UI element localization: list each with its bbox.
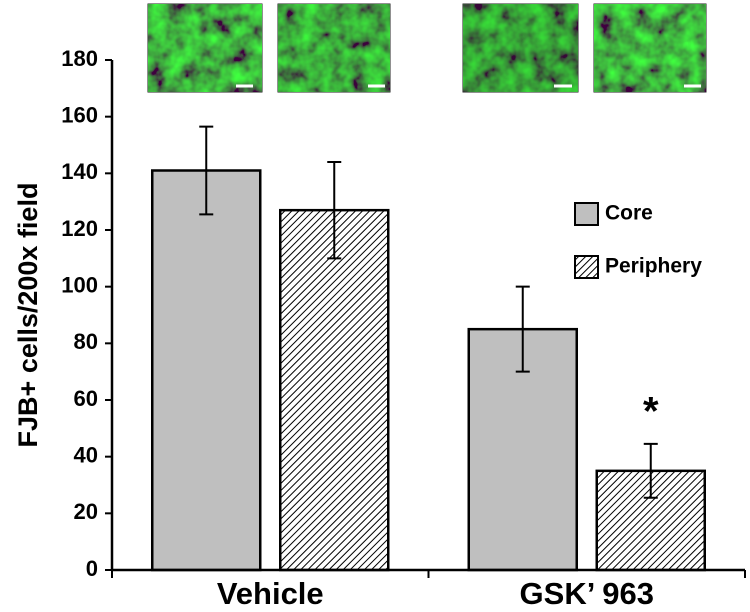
error-bar (515, 285, 530, 373)
y-tick-label: 160 (61, 102, 98, 127)
error-bar (327, 161, 342, 260)
bar (467, 327, 578, 572)
micrograph-texture (594, 4, 706, 92)
micrograph-texture (463, 4, 578, 92)
bar (279, 208, 390, 572)
y-axis-title: FJB+ cells/200x field (13, 183, 43, 448)
error-bar (199, 125, 214, 216)
legend-label: Core (605, 202, 653, 225)
micrographs (147, 3, 707, 93)
significance-marker: * (643, 389, 659, 433)
y-tick-label: 60 (74, 386, 98, 411)
y-tick-label: 0 (86, 556, 98, 581)
micrograph-texture (148, 4, 262, 92)
y-tick-label: 40 (74, 442, 98, 467)
legend-swatch (574, 202, 599, 226)
x-tick-label: Vehicle (217, 576, 324, 611)
x-tick-label: GSK’ 963 (520, 576, 654, 611)
y-tick-label: 180 (61, 46, 98, 71)
micrograph-texture (278, 4, 390, 92)
y-tick-label: 20 (74, 499, 98, 524)
y-tick-label: 140 (61, 159, 98, 184)
legend-label: Periphery (605, 255, 702, 278)
y-tick-label: 100 (61, 272, 98, 297)
y-tick-label: 80 (74, 329, 98, 354)
error-bar (643, 442, 658, 499)
y-tick-label: 120 (61, 216, 98, 241)
bar (151, 169, 262, 572)
legend-swatch (574, 255, 599, 279)
